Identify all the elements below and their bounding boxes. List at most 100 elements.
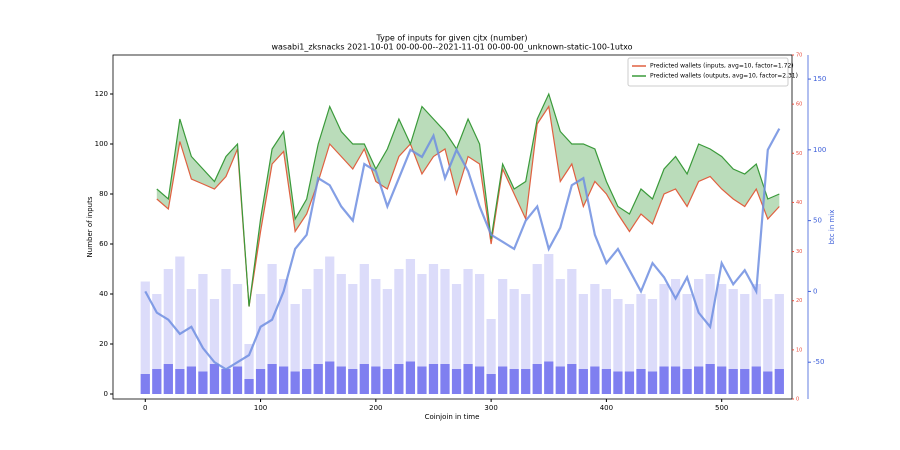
bar	[509, 369, 519, 394]
y2-tick-label: 60	[796, 102, 802, 108]
legend-box	[627, 57, 789, 87]
bar	[728, 369, 738, 394]
y-tick-label: 40	[99, 290, 108, 298]
bar	[670, 279, 681, 394]
bar	[474, 274, 485, 394]
y2-tick-label: 20	[796, 298, 802, 304]
bar	[359, 264, 369, 394]
bar	[232, 284, 243, 394]
bar	[209, 299, 220, 394]
bar	[279, 366, 289, 394]
bar	[601, 289, 612, 394]
bar	[382, 289, 392, 394]
bar	[290, 304, 300, 394]
bar	[590, 366, 600, 394]
bar	[279, 279, 289, 394]
bar	[336, 366, 346, 394]
y-axis-label: Number of inputs	[86, 196, 94, 257]
y3-tick-label: 100	[813, 146, 826, 154]
bar	[313, 364, 323, 394]
bar	[486, 319, 496, 394]
bar	[498, 279, 508, 394]
bar	[555, 279, 565, 394]
y3-axis-label: btc in mix	[828, 210, 836, 245]
bar	[647, 299, 658, 394]
bar	[186, 289, 197, 394]
y2-tick-label: 10	[796, 347, 802, 353]
bar	[670, 366, 681, 394]
bar	[498, 366, 508, 394]
y-tick-label: 80	[99, 190, 108, 198]
y-tick-label: 60	[99, 240, 108, 248]
bar	[578, 294, 588, 394]
bar	[636, 294, 646, 394]
bar	[267, 264, 277, 394]
chart-subtitle: wasabi1_zksnacks 2021-10-01 00-00-00--20…	[271, 43, 632, 52]
x-tick-label: 0	[143, 404, 147, 412]
bar	[451, 284, 462, 394]
bar	[152, 294, 162, 394]
bar	[267, 364, 277, 394]
bar	[440, 269, 450, 394]
bar	[544, 361, 554, 394]
bar	[521, 369, 531, 394]
bar	[163, 269, 173, 394]
bar	[198, 274, 208, 394]
bar	[232, 366, 243, 394]
y-tick-label: 100	[95, 140, 108, 148]
bar	[152, 369, 162, 394]
bar	[601, 369, 612, 394]
y3-tick-label: 50	[813, 217, 822, 225]
bar	[394, 364, 404, 394]
chart-title: Type of inputs for given cjtx (number)	[375, 34, 527, 43]
bar	[325, 361, 335, 394]
bar	[290, 371, 300, 394]
bar	[313, 269, 323, 394]
bar	[567, 269, 577, 394]
y-tick-label: 20	[99, 340, 108, 348]
bar	[486, 374, 496, 394]
bar	[463, 269, 473, 394]
y3-tick-label: 0	[813, 287, 817, 295]
bar	[774, 294, 784, 394]
bar	[647, 371, 658, 394]
bar	[359, 364, 369, 394]
bar	[705, 364, 715, 394]
y2-tick-label: 30	[796, 249, 802, 255]
x-tick-label: 300	[484, 404, 497, 412]
bar	[417, 366, 427, 394]
bar	[532, 364, 542, 394]
bar	[440, 364, 450, 394]
bar	[578, 369, 588, 394]
bar	[221, 369, 231, 394]
bar	[682, 294, 692, 394]
bar	[717, 366, 727, 394]
bar	[694, 366, 704, 394]
y2-tick-label: 70	[796, 53, 802, 59]
bar	[463, 364, 473, 394]
bar	[532, 264, 542, 394]
bar	[728, 289, 738, 394]
bar	[255, 294, 266, 394]
bar	[302, 289, 312, 394]
y3-tick-label: 150	[813, 75, 826, 83]
bar	[659, 366, 669, 394]
bar	[751, 366, 761, 394]
bar	[509, 289, 519, 394]
fill-between	[156, 94, 780, 307]
bar	[682, 369, 692, 394]
bar	[590, 284, 600, 394]
legend-label: Predicted wallets (inputs, avg=10, facto…	[650, 63, 794, 70]
bar	[325, 256, 335, 394]
bar	[544, 254, 554, 394]
bar	[186, 366, 197, 394]
y2-tick-label: 0	[796, 397, 799, 403]
bar	[405, 361, 416, 394]
x-tick-label: 400	[600, 404, 613, 412]
bar	[255, 369, 266, 394]
bar	[221, 269, 231, 394]
bar	[175, 369, 185, 394]
bar	[209, 364, 220, 394]
plot-frame	[112, 54, 793, 400]
